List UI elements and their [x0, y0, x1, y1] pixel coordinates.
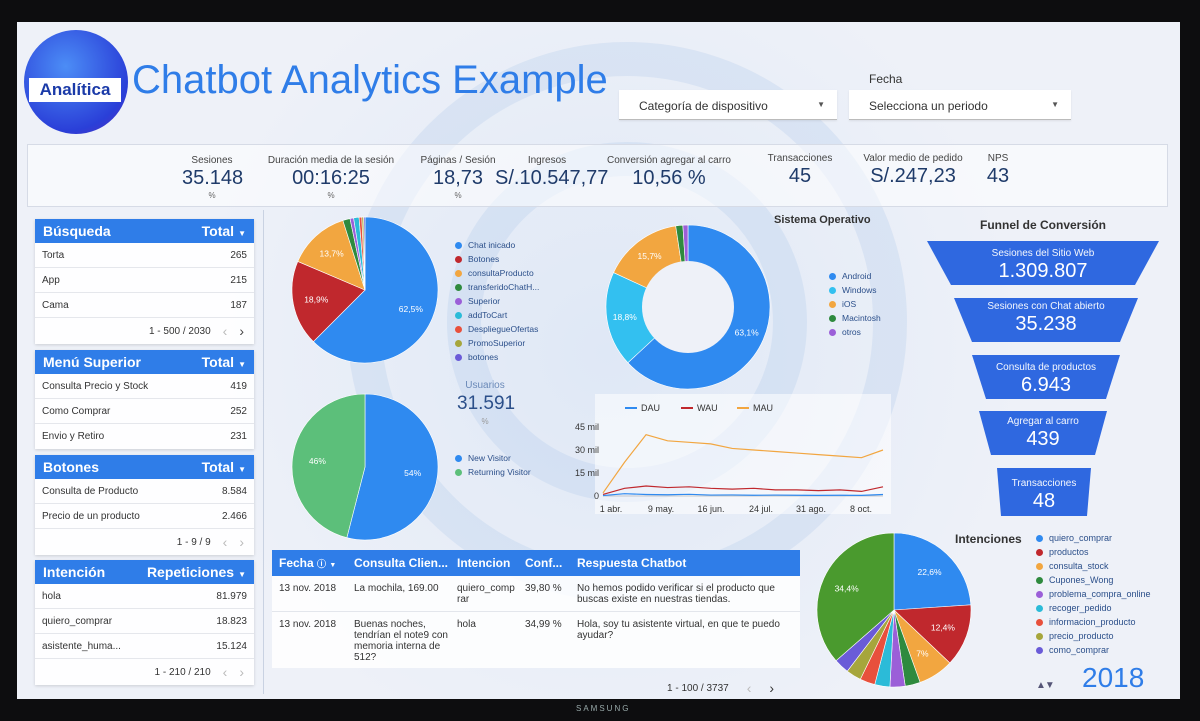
- funnel-step: Agregar al carro 439: [983, 416, 1103, 451]
- year-label: 2018: [1082, 662, 1144, 694]
- sort-arrows-icon[interactable]: ▲▼: [1036, 680, 1054, 691]
- funnel-step: Transacciones 48: [1001, 478, 1087, 513]
- funnel-shapes: [17, 22, 1180, 699]
- funnel-step: Consulta de productos 6.943: [977, 362, 1115, 397]
- funnel-step: Sesiones con Chat abierto 35.238: [963, 301, 1129, 336]
- intenciones-title: Intenciones: [955, 532, 1022, 546]
- dashboard-screen: Analítica Chatbot Analytics Example Fech…: [17, 22, 1180, 699]
- tv-brand-logo: SAMSUNG: [576, 704, 630, 713]
- funnel-step: Sesiones del Sitio Web 1.309.807: [942, 248, 1144, 283]
